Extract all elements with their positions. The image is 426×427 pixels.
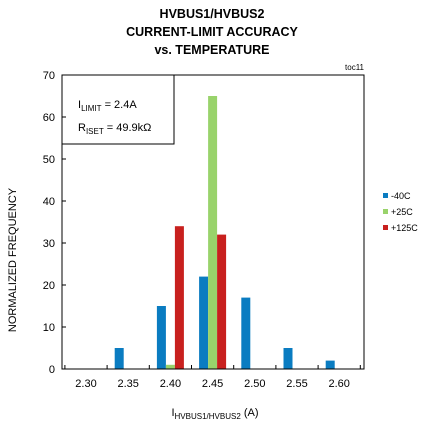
legend-label-+25C: +25C (391, 207, 413, 217)
y-tick-label-0: 0 (49, 364, 55, 376)
annotation-2-sub: ISET (86, 127, 104, 136)
y-tick-label-50: 50 (43, 154, 55, 166)
annotation-1-sub: LIMIT (81, 104, 102, 113)
legend-swatch-+25C (383, 209, 388, 214)
chart-title: HVBUS1/HVBUS2 CURRENT-LIMIT ACCURACY vs.… (126, 7, 298, 57)
bar--40C-2.45 (199, 276, 209, 369)
x-tick-label-2.60: 2.60 (328, 378, 349, 390)
bar--40C-2.40 (156, 306, 166, 369)
annotation-2-main: R (78, 122, 86, 134)
x-tick-label-2.30: 2.30 (75, 378, 96, 390)
annotation-border (62, 75, 175, 145)
annotation-2-rest: = 49.9kΩ (104, 122, 152, 134)
legend-label--40C: -40C (391, 191, 411, 201)
bar-+25C-2.45 (208, 96, 218, 369)
x-tick-label-2.40: 2.40 (160, 378, 181, 390)
annotation-line-1: ILIMIT = 2.4A (78, 99, 137, 113)
bar--40C-2.60 (325, 360, 335, 369)
figure-tag: toc11 (345, 63, 365, 72)
plot-frame (61, 74, 365, 370)
x-axis-label-suffix: (A) (241, 407, 259, 419)
chart-title-line-3: vs. TEMPERATURE (154, 43, 269, 57)
y-tick-label-60: 60 (43, 112, 55, 124)
legend-label-+125C: +125C (391, 223, 418, 233)
bar--40C-2.55 (283, 348, 293, 369)
x-tick-label-2.50: 2.50 (244, 378, 265, 390)
bar-+25C-2.40 (165, 364, 175, 369)
y-tick-label-30: 30 (43, 238, 55, 250)
y-tick-label-10: 10 (43, 322, 55, 334)
y-tick-label-20: 20 (43, 280, 55, 292)
annotation-1-main: I (78, 99, 81, 111)
x-tick-label-2.55: 2.55 (286, 378, 307, 390)
y-tick-label-40: 40 (43, 196, 55, 208)
bar--40C-2.35 (114, 348, 124, 369)
x-tick-label-2.35: 2.35 (117, 378, 138, 390)
legend: -40C +25C +125C (383, 191, 418, 233)
legend-swatch--40C (383, 193, 388, 198)
x-tick-label-2.45: 2.45 (202, 378, 223, 390)
annotation-1-rest: = 2.4A (102, 99, 138, 111)
y-tick-label-70: 70 (43, 70, 55, 82)
bar-+125C-2.45 (217, 234, 227, 369)
annotation-line-2: RISET = 49.9kΩ (78, 122, 151, 136)
chart-title-line-1: HVBUS1/HVBUS2 (160, 7, 265, 21)
legend-swatch-+125C (383, 225, 388, 230)
annotation-box: ILIMIT = 2.4A RISET = 49.9kΩ (78, 99, 151, 136)
plot-area: 0 10 20 30 40 50 60 70 2.30 2.35 2.40 2.45 2.50 2.55 2… (43, 70, 365, 390)
x-axis-label-sub: HVBUS1/HVBUS2 (175, 412, 242, 421)
y-axis-label: NORMALIZED FREQUENCY (7, 187, 19, 332)
bar--40C-2.50 (241, 297, 251, 369)
x-axis-label: IHVBUS1/HVBUS2 (A) (171, 407, 258, 421)
x-axis-label-main: I (171, 407, 174, 419)
chart-title-line-2: CURRENT-LIMIT ACCURACY (126, 25, 298, 39)
bar-+125C-2.40 (174, 226, 184, 369)
